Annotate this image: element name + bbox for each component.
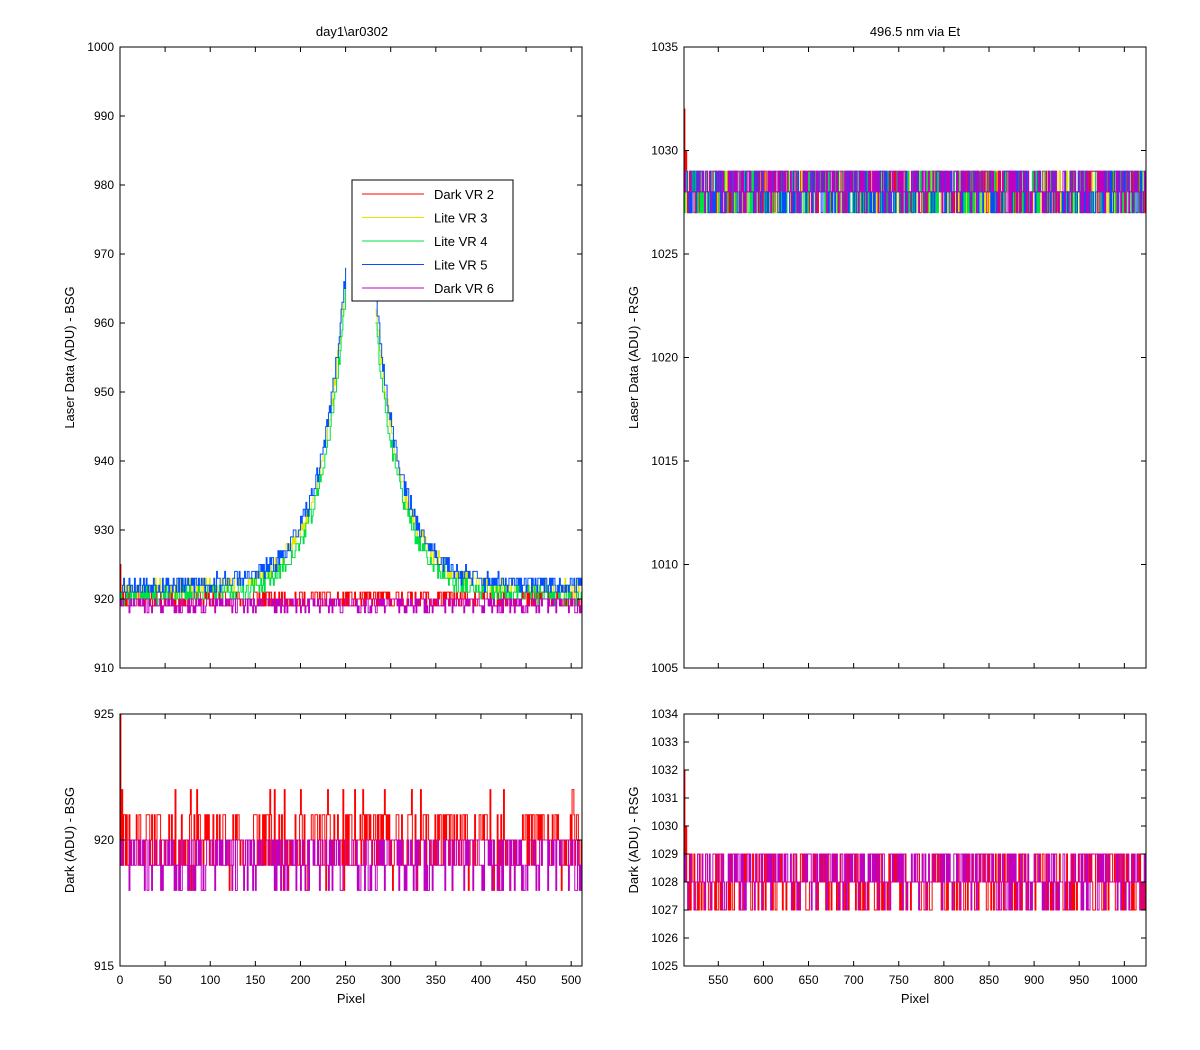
legend-label: Dark VR 2 (434, 187, 494, 202)
series-group (684, 108, 1146, 214)
y-tick-label: 930 (94, 523, 114, 537)
y-tick-label: 910 (94, 661, 114, 675)
y-tick-label: 960 (94, 316, 114, 330)
y-tick-label: 990 (94, 109, 114, 123)
x-tick-label: 950 (1069, 973, 1089, 987)
y-tick-label: 940 (94, 454, 114, 468)
y-tick-label: 1010 (651, 558, 678, 572)
y-tick-label: 920 (94, 592, 114, 606)
x-tick-label: 350 (426, 973, 446, 987)
x-tick-label: 450 (516, 973, 536, 987)
x-tick-label: 650 (799, 973, 819, 987)
x-tick-label: 0 (117, 973, 124, 987)
y-tick-label: 1030 (651, 819, 678, 833)
y-tick-label: 980 (94, 178, 114, 192)
x-tick-label: 900 (1024, 973, 1044, 987)
x-tick-label: 800 (934, 973, 954, 987)
legend: Dark VR 2 Lite VR 3 Lite VR 4 Lite VR 5 Dark… (351, 179, 514, 302)
legend-label: Lite VR 3 (434, 211, 487, 226)
y-axis-label: Dark (ADU) - BSG (62, 787, 77, 893)
y-axis-label: Dark (ADU) - RSG (626, 787, 641, 894)
series-group (684, 769, 1146, 911)
x-tick-label: 250 (336, 973, 356, 987)
y-tick-label: 1030 (651, 144, 678, 158)
series-dark-vr-6 (684, 853, 1146, 911)
x-tick-label: 700 (844, 973, 864, 987)
axes-frame (683, 46, 1147, 669)
x-tick-label: 1000 (1111, 973, 1138, 987)
axes-frame (119, 46, 583, 669)
y-tick-label: 1031 (651, 791, 678, 805)
x-tick-label: 50 (158, 973, 172, 987)
y-axis-label: Laser Data (ADU) - RSG (626, 286, 641, 429)
x-tick-label: 500 (561, 973, 581, 987)
panel-top-left: 910 920 930 940 950 960 970 980 990 1000 Laser Dat… (62, 40, 583, 675)
y-tick-label: 1032 (651, 763, 678, 777)
y-tick-label: 1029 (651, 847, 678, 861)
y-tick-label: 1033 (651, 735, 678, 749)
series-dark-vr-2 (684, 769, 1146, 911)
x-tick-label: 550 (708, 973, 728, 987)
y-axis-label: Laser Data (ADU) - BSG (62, 286, 77, 428)
panel-bottom-right: 1025 1026 1027 1028 1029 1030 1031 1032 1033 1034… (626, 707, 1147, 1006)
x-tick-label: 750 (889, 973, 909, 987)
legend-label: Lite VR 4 (434, 234, 487, 249)
x-tick-label: 400 (471, 973, 491, 987)
y-tick-label: 915 (94, 959, 114, 973)
y-tick-label: 1015 (651, 454, 678, 468)
y-tick-label: 1020 (651, 351, 678, 365)
x-tick-label: 600 (753, 973, 773, 987)
series-group (120, 267, 582, 614)
x-tick-label: 300 (381, 973, 401, 987)
y-tick-label: 1026 (651, 931, 678, 945)
y-tick-label: 1027 (651, 903, 678, 917)
legend-label: Dark VR 6 (434, 281, 494, 296)
right-panel-title: 496.5 nm via Et (870, 24, 961, 39)
y-tick-label: 1034 (651, 707, 678, 721)
x-tick-label: 100 (200, 973, 220, 987)
y-tick-label: 1000 (87, 40, 114, 54)
y-tick-label: 1025 (651, 959, 678, 973)
x-tick-label: 200 (290, 973, 310, 987)
panel-top-right: 1005 1010 1015 1020 1025 1030 1035 Laser Data (… (626, 40, 1147, 675)
series-dark-vr-6 (684, 170, 1146, 214)
x-tick-label: 850 (979, 973, 999, 987)
y-tick-label: 1005 (651, 661, 678, 675)
series-group (120, 714, 582, 891)
series-lite-vr-4 (120, 281, 582, 607)
left-panel-title: day1\ar0302 (316, 24, 388, 39)
y-tick-label: 925 (94, 707, 114, 721)
y-tick-label: 950 (94, 385, 114, 399)
series-dark-vr-6 (120, 598, 582, 614)
panel-bottom-left: 915 920 925 0 50 100 150 200 250 300 350 400 450 500 D… (62, 707, 583, 1006)
x-axis-label: Pixel (901, 991, 929, 1006)
y-tick-label: 920 (94, 833, 114, 847)
axes-frame (683, 713, 1147, 967)
y-tick-label: 1035 (651, 40, 678, 54)
y-tick-label: 1025 (651, 247, 678, 261)
series-lite-vr-3 (120, 267, 582, 600)
y-tick-label: 970 (94, 247, 114, 261)
x-tick-label: 150 (245, 973, 265, 987)
y-tick-label: 1028 (651, 875, 678, 889)
legend-label: Lite VR 5 (434, 258, 487, 273)
series-lite-vr-5 (120, 267, 582, 593)
series-dark-vr-6 (120, 839, 582, 891)
x-axis-label: Pixel (337, 991, 365, 1006)
